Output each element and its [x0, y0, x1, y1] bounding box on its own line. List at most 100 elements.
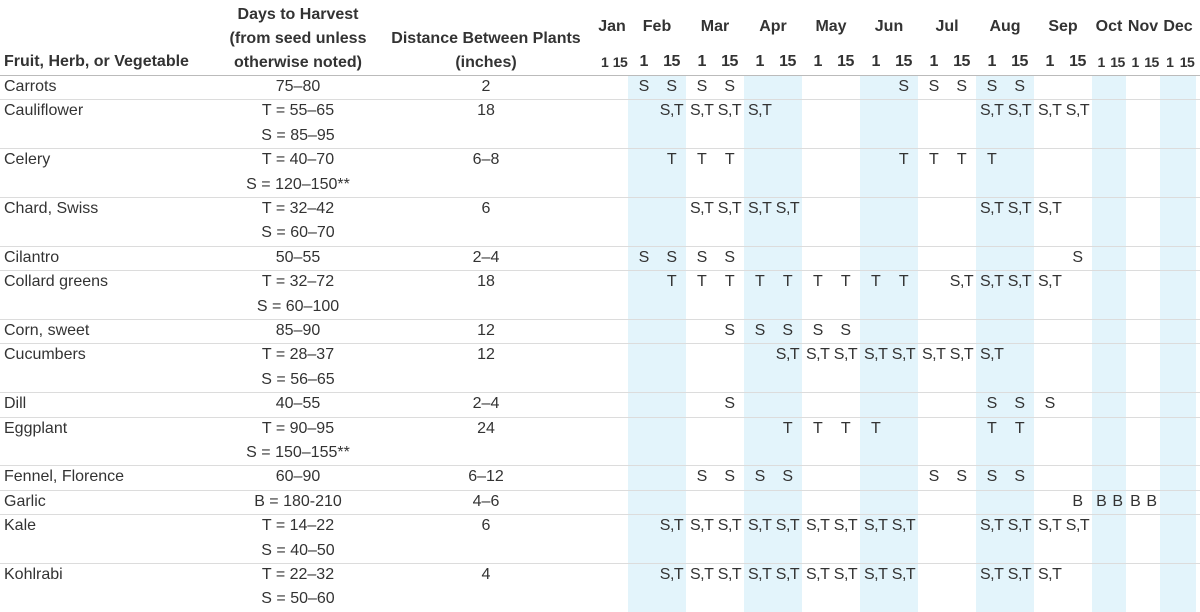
schedule-cell: S,T: [1037, 517, 1062, 535]
schedule-cell: S,T: [833, 517, 858, 535]
schedule-cell: S: [1014, 468, 1025, 486]
schedule-cell: T: [840, 419, 851, 437]
schedule-cell: T: [898, 273, 909, 291]
row-line: [0, 343, 1200, 344]
row-distance: 6: [481, 517, 491, 535]
row-days: S = 85–95: [261, 126, 335, 144]
schedule-cell: S: [928, 468, 940, 486]
row-line: [0, 270, 1200, 271]
schedule-cell: S,T: [1007, 517, 1032, 535]
header-half: 15: [1069, 53, 1086, 70]
row-days: T = 22–32: [261, 566, 335, 583]
schedule-cell: S,T: [775, 346, 800, 364]
schedule-cell: S,T: [1007, 566, 1032, 583]
schedule-cell: S,T: [747, 517, 772, 535]
row-distance: 18: [477, 102, 495, 120]
schedule-cell: T: [871, 273, 881, 291]
schedule-cell: T: [666, 273, 677, 291]
schedule-cell: T: [782, 273, 793, 291]
row-name: Cauliflower: [4, 102, 84, 120]
row-line: [0, 75, 1200, 76]
row-days: B = 180-210: [254, 492, 342, 510]
schedule-cell: S: [724, 78, 735, 95]
row-name: Carrots: [4, 78, 57, 95]
row-days: S = 120–150**: [246, 175, 350, 193]
header-month: Jan: [598, 18, 626, 35]
row-days: S = 60–70: [261, 224, 335, 242]
schedule-cell: S,T: [921, 346, 946, 364]
schedule-cell: S,T: [863, 566, 888, 583]
schedule-cell: S,T: [775, 566, 800, 583]
schedule-cell: S: [638, 248, 650, 266]
schedule-cell: S,T: [1007, 273, 1032, 291]
schedule-cell: S,T: [775, 200, 800, 217]
schedule-cell: S: [1072, 248, 1083, 266]
header-days: (from seed unless: [229, 30, 367, 47]
row-distance: 4: [481, 566, 491, 583]
schedule-cell: S: [986, 78, 998, 95]
schedule-cell: S,T: [747, 200, 772, 217]
header-half: 1: [813, 53, 822, 70]
header-month: Mar: [700, 18, 730, 35]
header-half: 1: [929, 53, 938, 70]
row-name: Kale: [4, 517, 37, 535]
header-half: 15: [1144, 54, 1159, 70]
schedule-cell: B: [1146, 492, 1157, 510]
row-distance: 2–4: [472, 248, 500, 266]
schedule-cell: S,T: [659, 566, 684, 583]
row-line: [0, 148, 1200, 149]
schedule-cell: S,T: [1007, 200, 1032, 217]
schedule-cell: S: [696, 78, 708, 95]
schedule-cell: T: [813, 273, 823, 291]
row-distance: 2: [481, 78, 491, 95]
schedule-cell: S,T: [747, 102, 772, 120]
schedule-cell: T: [724, 273, 735, 291]
schedule-cell: B: [1130, 492, 1141, 510]
header-distance: Distance Between Plants: [391, 30, 581, 47]
header-month: Feb: [642, 18, 672, 35]
schedule-cell: S,T: [689, 102, 714, 120]
schedule-cell: S: [724, 322, 735, 339]
schedule-cell: S,T: [1037, 102, 1062, 120]
row-line: [0, 465, 1200, 466]
row-line: [0, 514, 1200, 515]
row-days: 60–90: [275, 468, 321, 486]
schedule-cell: S: [1044, 395, 1056, 413]
schedule-cell: T: [987, 419, 997, 437]
header-month: Apr: [759, 18, 787, 35]
row-line: [0, 197, 1200, 198]
header-half: 1: [871, 53, 880, 70]
header-half: 1: [1097, 54, 1106, 70]
row-distance: 18: [477, 273, 495, 291]
row-distance: 6–12: [468, 468, 504, 486]
schedule-cell: S,T: [805, 566, 830, 583]
row-line: [0, 246, 1200, 247]
schedule-cell: S: [724, 248, 735, 266]
row-name: Kohlrabi: [4, 566, 63, 583]
schedule-cell: S,T: [979, 200, 1004, 217]
schedule-cell: S,T: [717, 517, 742, 535]
row-name: Cucumbers: [4, 346, 86, 364]
row-distance: 6: [481, 200, 491, 217]
row-distance: 2–4: [472, 395, 500, 413]
row-name: Celery: [4, 151, 51, 169]
header-month: Oct: [1095, 18, 1123, 35]
row-days: 85–90: [275, 322, 321, 339]
schedule-cell: S: [812, 322, 824, 339]
row-name: Fennel, Florence: [4, 468, 125, 486]
schedule-cell: S,T: [805, 346, 830, 364]
row-days: 40–55: [275, 395, 321, 413]
header-half: 15: [721, 53, 738, 70]
row-days: T = 90–95: [261, 419, 335, 437]
row-days: T = 55–65: [261, 102, 335, 120]
schedule-cell: T: [813, 419, 823, 437]
row-days: 75–80: [275, 78, 321, 95]
schedule-cell: S,T: [1037, 566, 1062, 583]
schedule-cell: S,T: [659, 517, 684, 535]
header-half: 1: [600, 54, 609, 70]
row-distance: 12: [477, 322, 495, 339]
schedule-cell: S,T: [689, 517, 714, 535]
schedule-cell: S: [986, 395, 998, 413]
schedule-cell: S,T: [805, 517, 830, 535]
